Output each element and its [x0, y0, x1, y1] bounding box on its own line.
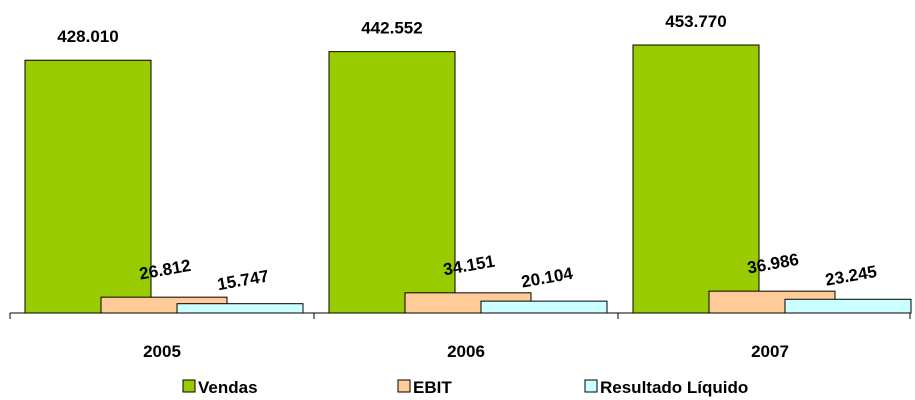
value-label: 442.552: [361, 19, 422, 38]
x-axis-ticks: [9, 313, 911, 319]
category-label: 2005: [143, 342, 181, 361]
value-label: 453.770: [665, 12, 726, 31]
category-label: 2006: [447, 342, 485, 361]
category-label: 2007: [751, 342, 789, 361]
value-label: 20.104: [520, 264, 575, 292]
category-labels-group: 2005 2006 2007: [143, 342, 789, 361]
bar-resultado-líquido-2005: [176, 303, 304, 314]
bar-vendas-2007: [632, 44, 760, 314]
legend-label: EBIT: [413, 378, 452, 397]
bar-vendas-2006: [328, 51, 456, 314]
legend-swatch: [584, 379, 598, 393]
legend-label: Resultado Líquido: [600, 378, 748, 397]
legend-swatch: [182, 379, 196, 393]
bars-group: [24, 44, 912, 314]
value-label: 15.747: [216, 266, 271, 294]
bar-vendas-2005: [24, 59, 152, 314]
legend-label: Vendas: [198, 378, 258, 397]
legend: Vendas EBIT Resultado Líquido: [182, 378, 748, 397]
value-label: 23.245: [824, 262, 879, 290]
bar-resultado-líquido-2006: [480, 300, 608, 314]
legend-swatch: [397, 379, 411, 393]
value-label: 428.010: [57, 27, 118, 46]
bar-resultado-líquido-2007: [784, 298, 912, 314]
